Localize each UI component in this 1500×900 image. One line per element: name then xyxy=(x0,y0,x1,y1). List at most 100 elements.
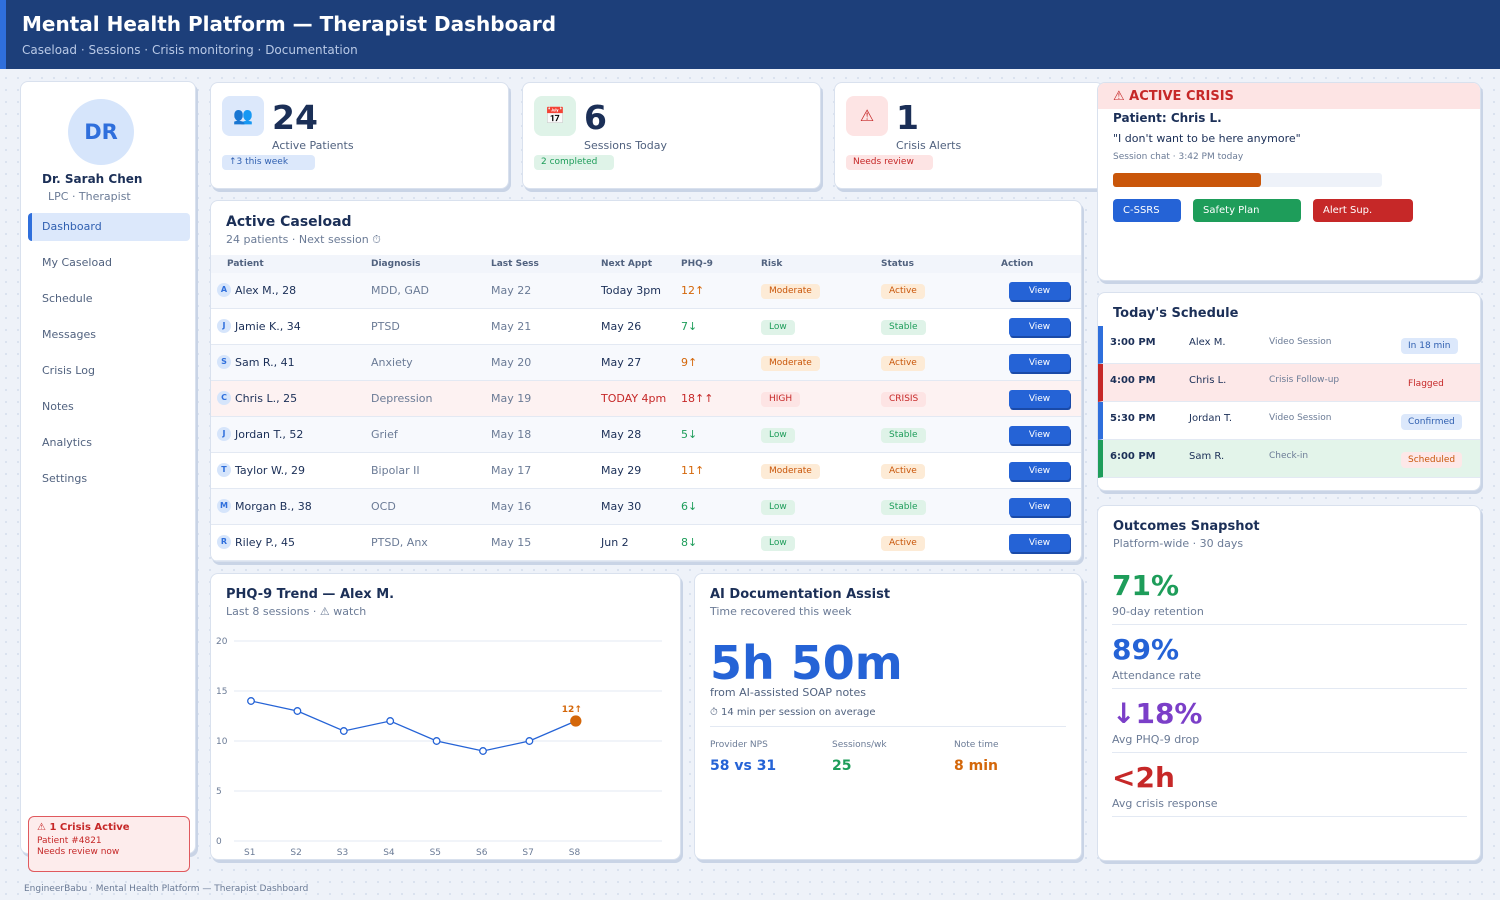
chart-title: PHQ-9 Trend — Alex M. xyxy=(226,587,395,602)
phq9-score: 5↓ xyxy=(681,428,698,441)
view-button[interactable]: View xyxy=(1009,426,1070,444)
col-phq9[interactable]: PHQ-9 xyxy=(681,259,713,269)
risk-badge: HIGH xyxy=(761,392,801,407)
risk-meter-fill xyxy=(1113,173,1261,187)
patient-name[interactable]: Taylor W., 29 xyxy=(235,464,306,477)
col-patient[interactable]: Patient xyxy=(227,259,264,269)
schedule-time: 5:30 PM xyxy=(1110,413,1156,424)
status-badge: Stable xyxy=(881,320,926,335)
sidebar-item-crisis-log[interactable]: Crisis Log xyxy=(42,364,95,377)
doc-assist-subtitle: Time recovered this week xyxy=(710,605,852,618)
app-header: Mental Health Platform — Therapist Dashb… xyxy=(0,0,1500,69)
table-row[interactable]: S Sam R., 41 Anxiety May 20 May 27 9↑ Moderate… xyxy=(211,345,1081,381)
status-badge: Active xyxy=(881,464,925,479)
table-row[interactable]: A Alex M., 28 MDD, GAD May 22 Today 3pm 12↑ Mo… xyxy=(211,273,1081,309)
col-next-appt[interactable]: Next Appt xyxy=(601,259,653,269)
safety-plan-button[interactable]: Safety Plan xyxy=(1193,199,1301,222)
x-tick-label: S1 xyxy=(244,848,255,858)
sidebar-item-settings[interactable]: Settings xyxy=(42,472,88,485)
col-status[interactable]: Status xyxy=(881,259,914,269)
data-point xyxy=(339,727,348,735)
time-recovered-value: 5h 50m xyxy=(710,636,903,690)
table-header: Patient Diagnosis Last Sess Next Appt PH… xyxy=(211,255,1081,273)
col-action: Action xyxy=(1001,259,1034,269)
risk-badge: Low xyxy=(761,428,795,443)
stat-card-sessions-today[interactable]: 📅 6 Sessions Today 2 completed xyxy=(522,82,821,189)
patient-name[interactable]: Jordan T., 52 xyxy=(235,428,304,441)
series-line xyxy=(250,700,577,752)
table-row[interactable]: J Jamie K., 34 PTSD May 21 May 26 7↓ Low Stable… xyxy=(211,309,1081,345)
metric-label: 90-day retention xyxy=(1112,605,1204,618)
view-button[interactable]: View xyxy=(1009,282,1070,300)
metric-label: Avg PHQ-9 drop xyxy=(1112,733,1200,746)
sidebar-crisis-alert[interactable]: ⚠ 1 Crisis Active Patient #4821 Needs re… xyxy=(28,816,190,872)
stat-value: 1 xyxy=(896,98,919,137)
sidebar: DR Dr. Sarah Chen LPC · Therapist Dashbo… xyxy=(20,81,196,872)
schedule-patient: Sam R. xyxy=(1189,451,1225,462)
diagnosis: Anxiety xyxy=(371,356,413,369)
view-button[interactable]: View xyxy=(1009,534,1070,552)
avatar[interactable]: DR xyxy=(68,99,134,165)
table-row[interactable]: R Riley P., 45 PTSD, Anx May 15 Jun 2 8↓ Low Ac… xyxy=(211,525,1081,561)
schedule-status: Scheduled xyxy=(1401,452,1463,468)
sidebar-item-schedule[interactable]: Schedule xyxy=(42,292,93,305)
todays-schedule-card: Today's Schedule 3:00 PM Alex M. Video S… xyxy=(1097,292,1481,491)
patient-name[interactable]: Morgan B., 38 xyxy=(235,500,312,513)
sidebar-nav: Dashboard My Caseload Schedule Messages … xyxy=(28,213,190,501)
therapist-name: Dr. Sarah Chen xyxy=(42,172,143,186)
sidebar-item-dashboard[interactable]: Dashboard xyxy=(28,213,190,241)
table-row[interactable]: M Morgan B., 38 OCD May 16 May 30 6↓ Low Stable… xyxy=(211,489,1081,525)
patient-initial: A xyxy=(217,283,231,297)
next-appt: May 27 xyxy=(601,356,642,369)
y-tick-label: 15 xyxy=(216,687,227,697)
view-button[interactable]: View xyxy=(1009,390,1070,408)
schedule-patient: Alex M. xyxy=(1189,337,1226,348)
schedule-type: Video Session xyxy=(1269,337,1332,347)
sidebar-item-my-caseload[interactable]: My Caseload xyxy=(42,256,112,269)
crisis-patient[interactable]: Patient: Chris L. xyxy=(1113,111,1222,125)
x-tick-label: S5 xyxy=(430,848,441,858)
table-row[interactable]: C Chris L., 25 Depression May 19 TODAY 4pm 18… xyxy=(211,381,1081,417)
phq9-score: 11↑ xyxy=(681,464,705,477)
patient-name[interactable]: Alex M., 28 xyxy=(235,284,297,297)
patient-name[interactable]: Chris L., 25 xyxy=(235,392,298,405)
col-diagnosis[interactable]: Diagnosis xyxy=(371,259,421,269)
alert-supervisor-button[interactable]: Alert Sup. xyxy=(1313,199,1413,222)
phq9-line-chart: 0 5 10 15 20 S1 S2 S3 S4 S5 S6 S7 S8 12↑ xyxy=(216,637,662,858)
status-badge: Stable xyxy=(881,500,926,515)
last-session: May 20 xyxy=(491,356,532,369)
stat-card-active-patients[interactable]: 👥 24 Active Patients ↑3 this week xyxy=(210,82,509,189)
table-row[interactable]: J Jordan T., 52 Grief May 18 May 28 5↓ Low Stab… xyxy=(211,417,1081,453)
view-button[interactable]: View xyxy=(1009,498,1070,516)
x-tick-label: S3 xyxy=(337,848,348,858)
sidebar-item-messages[interactable]: Messages xyxy=(42,328,96,341)
caseload-subtitle: 24 patients · Next session ⏱ xyxy=(226,233,381,246)
phq9-score: 8↓ xyxy=(681,536,698,549)
phq9-trend-card: PHQ-9 Trend — Alex M. Last 8 sessions · … xyxy=(210,573,681,860)
x-tick-label: S7 xyxy=(522,848,533,858)
patient-name[interactable]: Riley P., 45 xyxy=(235,536,295,549)
schedule-row[interactable]: 3:00 PM Alex M. Video Session In 18 min xyxy=(1098,326,1480,364)
patient-initial: J xyxy=(217,319,231,333)
view-button[interactable]: View xyxy=(1009,318,1070,336)
sidebar-item-analytics[interactable]: Analytics xyxy=(42,436,92,449)
sidebar-item-notes[interactable]: Notes xyxy=(42,400,74,413)
col-risk[interactable]: Risk xyxy=(761,259,783,269)
stat-label: Sessions Today xyxy=(584,139,668,152)
schedule-row[interactable]: 6:00 PM Sam R. Check-in Scheduled xyxy=(1098,440,1480,478)
schedule-row[interactable]: 4:00 PM Chris L. Crisis Follow-up Flagge… xyxy=(1098,364,1480,402)
schedule-type: Check-in xyxy=(1269,451,1309,461)
view-button[interactable]: View xyxy=(1009,354,1070,372)
outcome-metric: <2h Avg crisis response xyxy=(1112,761,1467,817)
diagnosis: PTSD xyxy=(371,320,400,333)
cssrs-button[interactable]: C-SSRS xyxy=(1113,199,1181,222)
table-row[interactable]: T Taylor W., 29 Bipolar II May 17 May 29 11↑ M… xyxy=(211,453,1081,489)
patient-name[interactable]: Jamie K., 34 xyxy=(235,320,301,333)
stat-card-crisis-alerts[interactable]: ⚠ 1 Crisis Alerts Needs review xyxy=(834,82,1104,189)
view-button[interactable]: View xyxy=(1009,462,1070,480)
schedule-patient: Chris L. xyxy=(1189,375,1227,386)
crisis-alert-patient: Patient #4821 xyxy=(37,836,102,846)
patient-name[interactable]: Sam R., 41 xyxy=(235,356,295,369)
schedule-row[interactable]: 5:30 PM Jordan T. Video Session Confirme… xyxy=(1098,402,1480,440)
col-last-session[interactable]: Last Sess xyxy=(491,259,539,269)
